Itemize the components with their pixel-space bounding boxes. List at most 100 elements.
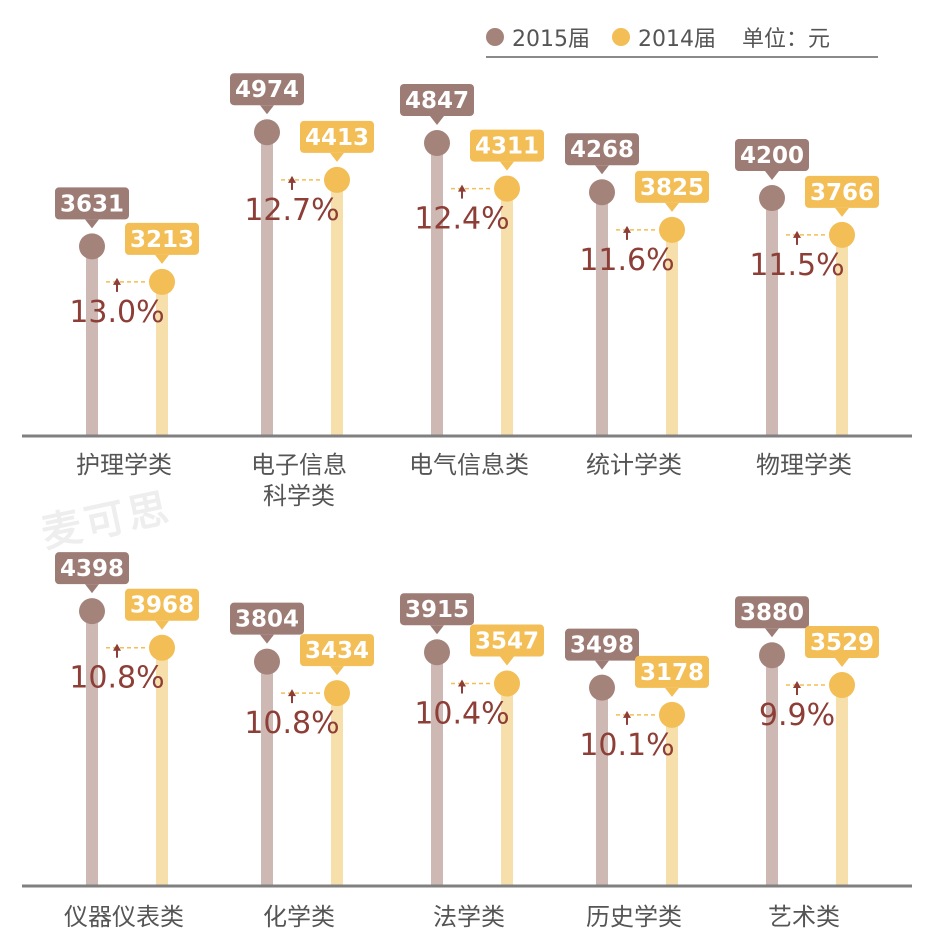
category-label-top-0-0: 护理学类 [76,451,172,479]
value-label-2014-top-1-box [300,120,374,153]
value-label-2014-top-3: 3825 [635,170,709,212]
value-label-2014-bottom-3: 3178 [635,655,709,697]
dot-2014-top-0 [149,268,175,295]
value-label-2015-top-0: 3631 [55,187,129,229]
value-label-2015-top-3: 4268 [565,133,639,175]
value-label-2015-top-0-box [55,187,129,220]
stem-2014-top-0 [156,281,168,436]
dot-2014-top-2 [494,175,520,202]
category-label-bottom-3-0: 历史学类 [586,903,682,931]
stem-2015-top-2 [431,143,443,436]
category-label-top-2-0: 电气信息类 [409,451,529,479]
dot-2014-top-1 [324,166,350,193]
value-label-2014-top-2-box [470,129,544,162]
stem-2014-bottom-4 [836,685,848,886]
dot-2015-top-3 [589,179,615,206]
value-label-2015-top-1-text: 4974 [235,77,299,103]
growth-label-bottom-0: 10.8% [69,661,164,696]
value-label-2014-bottom-4-pointer [835,658,849,668]
value-label-2015-top-4: 4200 [735,139,809,180]
legend-label-2014: 2014届 [638,27,716,52]
dot-2015-bottom-0 [79,598,105,625]
growth-label-top-0: 13.0% [69,295,164,330]
legend: 2015届 2014届 单位：元 [486,18,878,58]
growth-label-top-4: 11.5% [749,248,844,283]
growth-label-bottom-4: 9.9% [759,698,835,733]
value-label-2014-top-4: 3766 [805,175,879,217]
dot-2014-bottom-3 [659,701,685,728]
category-label-top-1-1: 科学类 [263,482,335,510]
value-label-2014-bottom-1-pointer [330,666,344,676]
dot-2015-bottom-4 [759,642,785,669]
growth-label-bottom-2: 10.4% [414,697,509,732]
dot-2015-top-0 [79,233,105,260]
value-label-2014-bottom-2-pointer [500,656,514,666]
value-label-2015-top-4-pointer [765,171,779,180]
stem-2014-bottom-2 [501,683,513,886]
value-label-2015-bottom-2: 3915 [400,593,474,635]
value-label-2015-top-0-text: 3631 [60,191,124,217]
stem-2015-bottom-2 [431,652,443,886]
stem-2014-top-3 [666,229,678,436]
legend-dot-2014 [612,28,630,46]
value-label-2015-bottom-4-text: 3880 [740,600,804,626]
value-label-2015-bottom-0: 4398 [55,552,129,594]
value-label-2014-bottom-1-text: 3434 [305,638,369,664]
value-label-2015-bottom-3-box [565,628,639,661]
stem-2015-top-3 [596,192,608,436]
stem-2014-bottom-0 [156,647,168,886]
dot-2014-bottom-0 [149,634,175,661]
value-label-2015-top-2-text: 4847 [405,88,469,114]
category-label-bottom-0-0: 仪器仪表类 [64,903,184,931]
value-label-2015-bottom-2-pointer [430,625,444,635]
growth-arrowhead-top-0 [113,277,121,285]
value-label-2014-bottom-3-pointer [665,687,679,697]
stem-2015-bottom-1 [261,661,273,886]
value-label-2014-top-1: 4413 [300,120,374,162]
stem-2014-bottom-3 [666,714,678,886]
value-label-2015-top-0-pointer [85,219,99,229]
dot-2014-bottom-1 [324,680,350,707]
growth-arrowhead-top-3 [623,225,631,233]
value-label-2014-bottom-0-box [125,588,199,621]
dot-2015-bottom-2 [424,639,450,666]
growth-arrowhead-bottom-3 [623,710,631,718]
value-label-2014-bottom-1-box [300,634,374,667]
value-label-2015-bottom-2-box [400,593,474,626]
value-label-2014-bottom-3-text: 3178 [640,660,704,686]
value-label-2015-bottom-3: 3498 [565,628,639,670]
value-label-2014-bottom-4: 3529 [805,626,879,668]
stem-2015-bottom-0 [86,611,98,886]
growth-arrowhead-top-4 [793,230,801,238]
stem-2014-top-2 [501,188,513,436]
value-label-2014-top-0-box [125,222,199,255]
legend-dot-2015 [486,28,504,46]
value-label-2015-bottom-1-pointer [260,634,274,644]
dot-2015-top-2 [424,130,450,157]
category-label-top-4-0: 物理学类 [756,451,852,479]
value-label-2014-top-1-text: 4413 [305,125,369,151]
dot-2015-bottom-3 [589,674,615,701]
category-label-bottom-2-0: 法学类 [433,903,505,931]
value-label-2015-bottom-4: 3880 [735,596,809,638]
value-label-2015-top-2: 4847 [400,84,474,126]
value-label-2014-bottom-0-text: 3968 [130,593,194,619]
value-label-2015-top-4-text: 4200 [740,143,804,169]
value-label-2015-bottom-4-box [735,596,809,629]
value-label-2015-bottom-3-text: 3498 [570,633,634,659]
value-label-2014-top-3-text: 3825 [640,175,704,201]
value-label-2015-top-2-pointer [430,116,444,126]
value-label-2015-bottom-0-pointer [85,584,99,594]
value-label-2014-top-1-pointer [330,152,344,162]
unit-label: 单位：元 [742,27,831,52]
value-label-2015-top-3-pointer [595,165,609,175]
value-label-2015-bottom-4-pointer [765,628,779,638]
value-label-2015-top-1-pointer [260,105,274,115]
category-label-bottom-1-0: 化学类 [263,903,335,931]
stem-2015-top-0 [86,246,98,436]
value-label-2014-top-3-box [635,170,709,203]
value-label-2015-top-2-box [400,84,474,117]
stem-2015-top-4 [766,198,778,436]
growth-label-top-3: 11.6% [579,243,674,278]
value-label-2014-top-2-pointer [500,161,514,171]
